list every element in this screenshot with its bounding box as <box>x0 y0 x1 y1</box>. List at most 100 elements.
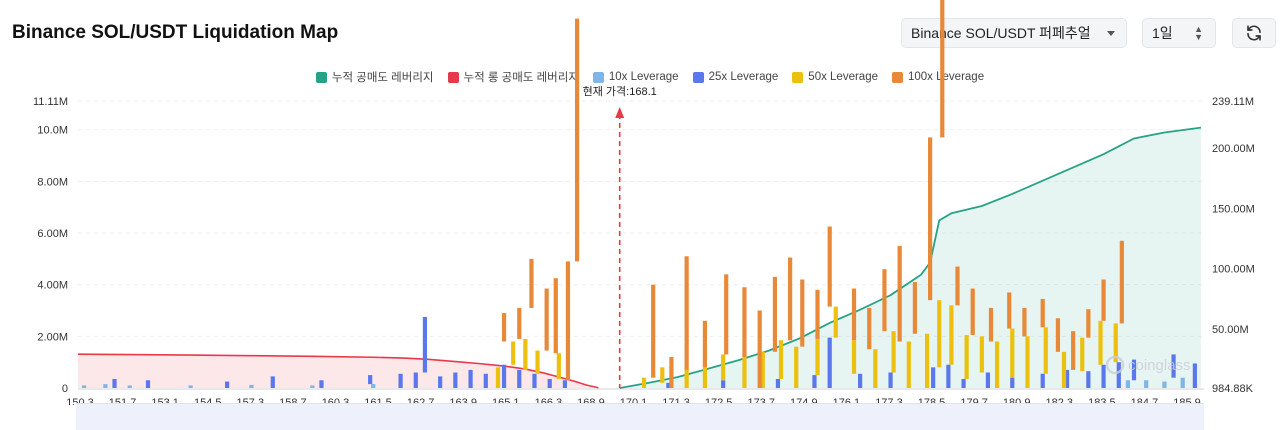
bar <box>988 307 994 342</box>
bar <box>931 367 936 388</box>
bar <box>1101 279 1106 321</box>
legend-item[interactable]: 10x Leverage <box>592 69 679 85</box>
bar <box>641 377 647 388</box>
bar <box>1086 309 1091 338</box>
y-left-tick-label: 4.00M <box>37 280 68 292</box>
y-left-tick-label: 11.11M <box>33 96 68 108</box>
x-tick-label: 180.9 <box>1003 397 1031 405</box>
bar <box>501 364 507 388</box>
bar <box>772 276 778 352</box>
bar <box>1010 328 1015 378</box>
y-left-tick-label: 8.00M <box>37 176 68 188</box>
current-price-arrow-icon <box>615 107 625 118</box>
legend-item[interactable]: 50x Leverage <box>792 69 878 85</box>
legend-item[interactable]: 100x Leverage <box>892 69 984 85</box>
bar <box>270 376 275 388</box>
bar <box>882 269 887 332</box>
bar <box>970 288 975 336</box>
bar <box>827 226 832 307</box>
bar <box>565 261 571 381</box>
x-tick-label: 184.7 <box>1131 397 1159 405</box>
bar <box>757 310 762 388</box>
bar <box>1064 369 1070 388</box>
bar <box>812 375 817 388</box>
bar <box>1119 240 1124 324</box>
bar <box>955 266 960 306</box>
bar <box>651 284 656 378</box>
bar <box>702 367 708 388</box>
bar <box>742 357 747 388</box>
bar <box>249 384 254 388</box>
bar <box>398 373 403 388</box>
bar <box>867 307 872 350</box>
legend-label: 25x Leverage <box>708 71 779 83</box>
x-tick-label: 154.5 <box>194 397 222 405</box>
x-tick-label: 162.7 <box>407 397 435 405</box>
bar <box>1061 351 1067 388</box>
watermark: coinglass <box>1128 357 1191 374</box>
bar <box>946 364 951 388</box>
x-tick-label: 172.5 <box>705 397 733 405</box>
legend-item[interactable]: 누적 공매도 레버리지 <box>315 69 434 85</box>
bar <box>742 287 747 358</box>
bar <box>1010 377 1015 388</box>
bar <box>858 373 863 388</box>
exchange-select[interactable]: Binance SOL/USDT 퍼페추얼 <box>901 18 1127 48</box>
x-tick-label: 176.1 <box>833 397 861 405</box>
bar <box>556 353 561 379</box>
chart-range-slider[interactable] <box>76 403 1204 430</box>
x-tick-label: 185.9 <box>1173 397 1201 405</box>
bar <box>453 372 458 388</box>
bar <box>891 331 896 373</box>
x-tick-label: 173.7 <box>747 397 775 405</box>
y-left-tick-label: 10.0M <box>37 125 68 137</box>
x-tick-label: 150.3 <box>66 397 94 405</box>
bar <box>778 340 784 379</box>
y-right-tick-label: 50.00M <box>1212 324 1249 336</box>
legend-item[interactable]: 25x Leverage <box>692 69 779 85</box>
bar <box>1022 307 1027 337</box>
caret-down-icon <box>1107 31 1115 36</box>
y-left-tick-label: 2.00M <box>37 331 68 343</box>
bar <box>760 351 765 388</box>
y-left-tick-label: 0 <box>62 383 68 395</box>
x-tick-label: 153.1 <box>151 397 179 405</box>
bar <box>1025 336 1030 388</box>
bar <box>1162 381 1167 388</box>
legend-item[interactable]: 누적 롱 공매도 레버리지 <box>447 69 579 85</box>
bar <box>517 369 522 388</box>
bar <box>368 375 373 385</box>
bar <box>225 381 230 388</box>
bar <box>544 288 549 351</box>
bar <box>532 373 537 388</box>
bar <box>517 307 522 339</box>
bar <box>145 380 151 388</box>
bar <box>501 313 507 342</box>
cumulative-long-line <box>77 353 599 389</box>
bar <box>873 349 878 388</box>
bar <box>702 320 708 368</box>
bar <box>371 384 376 388</box>
bar <box>553 278 558 354</box>
period-select-value: 1일 <box>1152 25 1173 41</box>
x-tick-label: 183.5 <box>1088 397 1116 405</box>
cumulative-short-area <box>619 127 1201 389</box>
bar <box>112 378 117 388</box>
bar <box>1180 377 1185 388</box>
bar <box>851 340 857 374</box>
y-right-tick-label: 200.00M <box>1212 143 1255 155</box>
bar <box>888 372 893 388</box>
bar <box>1071 331 1076 370</box>
x-tick-label: 158.7 <box>279 397 307 405</box>
legend-swatch <box>892 71 903 83</box>
x-tick-label: 174.9 <box>790 397 818 405</box>
bar <box>1098 320 1103 365</box>
legend-label: 누적 롱 공매도 레버리지 <box>463 72 579 84</box>
x-tick-label: 165.1 <box>492 397 520 405</box>
bar <box>1125 380 1131 388</box>
bar <box>529 258 534 308</box>
refresh-button[interactable] <box>1232 18 1276 48</box>
x-tick-label: 171.3 <box>662 397 690 405</box>
y-right-tick-label: 984.88K <box>1212 383 1254 395</box>
period-select[interactable]: 1일 ▲ ▼ <box>1142 18 1216 48</box>
